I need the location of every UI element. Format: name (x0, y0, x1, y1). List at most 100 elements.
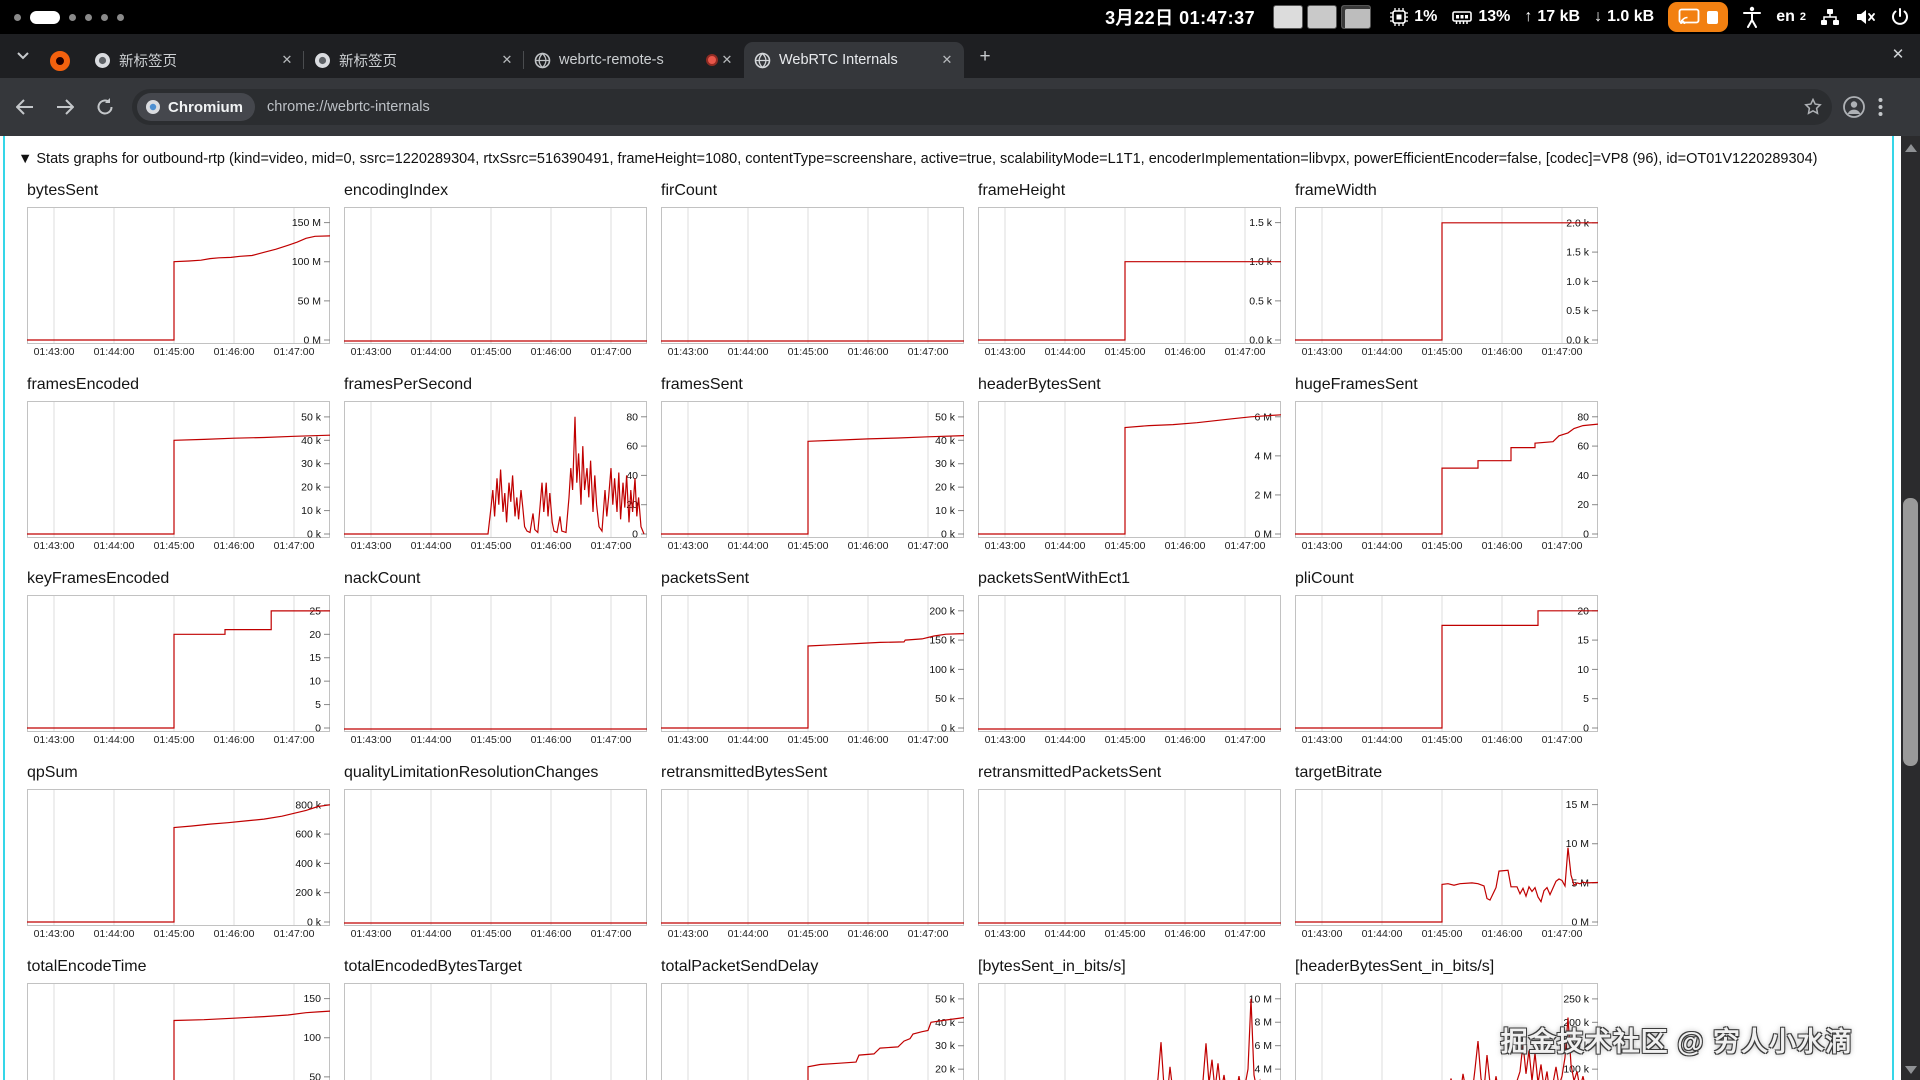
chart-plot: 800 k 600 k 400 k 200 k 0 k (27, 789, 330, 926)
tab-title: WebRTC Internals (779, 52, 898, 68)
menu-dots-icon[interactable] (1878, 97, 1883, 117)
x-tick-label: 01:47:00 (907, 734, 949, 746)
x-tick-label: 01:47:00 (1541, 540, 1583, 552)
volume-muted-icon[interactable] (1854, 7, 1876, 27)
address-bar[interactable]: Chromium chrome://webrtc-internals (132, 89, 1832, 125)
svg-text:20: 20 (1577, 499, 1589, 511)
x-axis-labels: 01:43:00 01:44:00 01:45:00 01:46:00 01:47:00 (978, 344, 1281, 360)
svg-text:100 k: 100 k (1563, 1064, 1589, 1076)
site-chip[interactable]: Chromium (137, 93, 255, 121)
x-tick-label: 01:43:00 (984, 540, 1026, 552)
workspace-dot[interactable] (85, 13, 92, 21)
url-text[interactable]: chrome://webrtc-internals (267, 99, 430, 115)
svg-text:1.5 k: 1.5 k (1566, 247, 1590, 259)
x-tick-label: 01:47:00 (907, 928, 949, 940)
x-tick-label: 01:46:00 (1164, 346, 1206, 358)
reload-icon (97, 98, 113, 115)
tab-close-button[interactable]: ✕ (941, 52, 953, 67)
clock[interactable]: 3月22日 01:47:37 (1105, 4, 1255, 30)
chart-title: hugeFramesSent (1295, 376, 1418, 393)
chart-title: [bytesSent_in_bits/s] (978, 958, 1126, 975)
chart-title: framesSent (661, 376, 743, 393)
reload-button[interactable] (90, 92, 120, 122)
accessibility-icon[interactable] (1742, 6, 1762, 28)
x-tick-label: 01:46:00 (213, 928, 255, 940)
vertical-scrollbar[interactable] (1901, 136, 1920, 1080)
svg-text:40: 40 (626, 470, 638, 482)
workspace-active-pill[interactable] (30, 10, 60, 24)
scroll-up-arrow[interactable] (1905, 144, 1917, 152)
workspace-dot[interactable] (101, 13, 108, 21)
svg-text:150: 150 (303, 993, 321, 1005)
chart-title: headerBytesSent (978, 376, 1101, 393)
x-tick-label: 01:47:00 (590, 734, 632, 746)
svg-text:10 k: 10 k (935, 505, 956, 517)
svg-text:100 M: 100 M (292, 256, 321, 268)
new-tab-button[interactable]: + (979, 46, 991, 67)
workspace-dot[interactable] (69, 13, 76, 21)
x-tick-label: 01:43:00 (33, 540, 75, 552)
svg-text:50 k: 50 k (935, 693, 956, 705)
back-button[interactable] (10, 92, 40, 122)
x-tick-label: 01:46:00 (1164, 734, 1206, 746)
x-tick-label: 01:45:00 (1421, 734, 1463, 746)
arrow-down-icon: ↓ (1594, 8, 1603, 25)
tab-webrtc-remote[interactable]: webrtc-remote-s ✕ (524, 42, 744, 78)
svg-text:20 k: 20 k (301, 482, 322, 494)
x-tick-label: 01:43:00 (1301, 540, 1343, 552)
profile-avatar-icon[interactable] (1842, 95, 1866, 119)
x-tick-label: 01:47:00 (907, 346, 949, 358)
tab-search-button[interactable] (10, 43, 36, 69)
chart-plot: 200 k 150 k 100 k 50 k 0 k (661, 595, 964, 732)
tab-close-button[interactable]: ✕ (721, 52, 733, 67)
tab-title: 新标签页 (119, 53, 177, 70)
tab-close-button[interactable]: ✕ (501, 52, 513, 67)
browser-toolbar: Chromium chrome://webrtc-internals (0, 78, 1920, 136)
workspace-dot[interactable] (117, 13, 124, 21)
stats-graphs-summary[interactable]: ▼ Stats graphs for outbound-rtp (kind=vi… (18, 151, 1818, 167)
window-preview[interactable] (1273, 5, 1304, 29)
chart-title: totalEncodeTime (27, 958, 147, 975)
x-tick-label: 01:47:00 (590, 540, 632, 552)
input-method-indicator[interactable]: en 2 (1776, 8, 1806, 26)
workspace-dot[interactable] (14, 13, 21, 21)
x-tick-label: 01:45:00 (1104, 928, 1146, 940)
x-tick-label: 01:44:00 (1361, 540, 1403, 552)
screen-share-stop-button[interactable] (1668, 2, 1729, 32)
tab-close-button[interactable]: ✕ (281, 52, 293, 67)
x-tick-label: 01:43:00 (1301, 346, 1343, 358)
x-axis-labels: 01:43:00 01:44:00 01:45:00 01:46:00 01:47:00 (1295, 732, 1598, 748)
bookmark-star-icon[interactable] (1804, 98, 1822, 116)
x-axis-labels: 01:43:00 01:44:00 01:45:00 01:46:00 01:47:00 (344, 344, 647, 360)
x-tick-label: 01:46:00 (530, 346, 572, 358)
scrollbar-thumb[interactable] (1903, 498, 1918, 766)
window-switcher[interactable] (1273, 5, 1372, 29)
workspace-indicator[interactable] (14, 10, 124, 24)
x-tick-label: 01:44:00 (1044, 540, 1086, 552)
x-tick-label: 01:46:00 (847, 346, 889, 358)
x-tick-label: 01:47:00 (590, 928, 632, 940)
net-upload-value: 17 kB (1537, 8, 1581, 25)
network-icon[interactable] (1820, 7, 1840, 27)
tab-new-tab-1[interactable]: 新标签页 ✕ (84, 42, 304, 78)
x-axis-labels: 01:43:00 01:44:00 01:45:00 01:46:00 01:47:00 (1295, 344, 1598, 360)
date-label: 3月22日 (1105, 8, 1174, 28)
scroll-down-arrow[interactable] (1905, 1066, 1917, 1074)
chart-title: qpSum (27, 764, 78, 781)
tab-new-tab-2[interactable]: 新标签页 ✕ (304, 42, 524, 78)
tab-webrtc-internals[interactable]: WebRTC Internals ✕ (744, 42, 964, 78)
power-icon[interactable] (1890, 7, 1910, 27)
svg-text:20 k: 20 k (935, 482, 956, 494)
forward-button[interactable] (50, 92, 80, 122)
chart-framewidth: frameWidth 2.0 k 1.5 k 1.0 k 0.5 k 0.0 k 01:43… (1295, 182, 1598, 360)
window-preview[interactable] (1307, 5, 1338, 29)
window-preview[interactable] (1341, 5, 1372, 29)
svg-text:80: 80 (626, 411, 638, 423)
svg-text:50 k: 50 k (301, 411, 322, 423)
svg-text:400 k: 400 k (295, 858, 321, 870)
chart-title: framesEncoded (27, 376, 140, 393)
window-close-button[interactable]: ✕ (1891, 46, 1905, 63)
x-tick-label: 01:45:00 (1421, 928, 1463, 940)
x-axis-labels: 01:43:00 01:44:00 01:45:00 01:46:00 01:47:00 (27, 344, 330, 360)
